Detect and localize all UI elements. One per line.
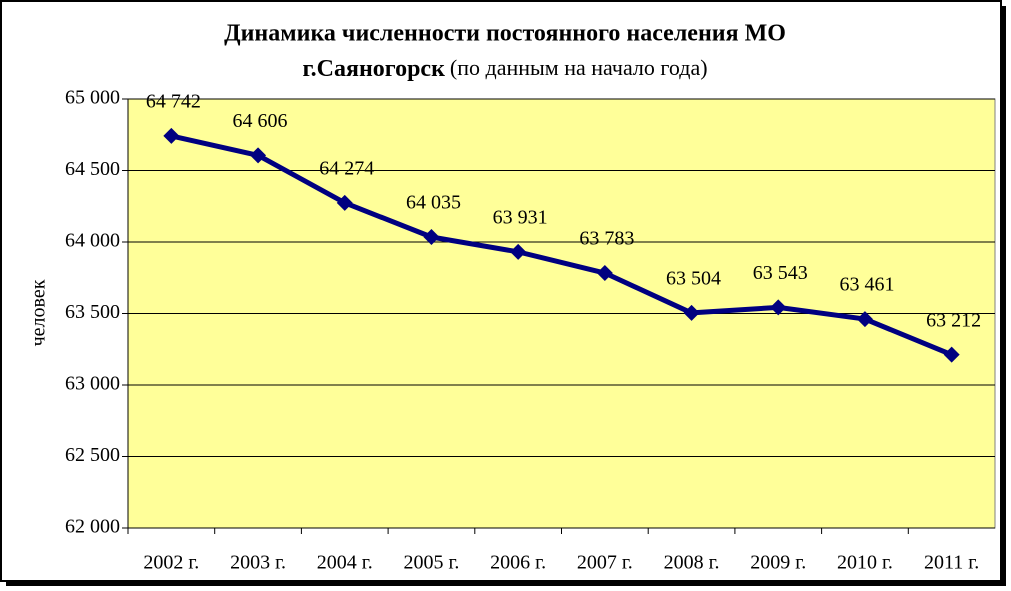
- x-tick-label: 2002 г.: [143, 552, 199, 574]
- x-tick-label: 2003 г.: [230, 552, 286, 574]
- marker: [250, 147, 267, 164]
- y-tick-label: 62 000: [65, 516, 120, 538]
- y-tick-label: 63 000: [65, 373, 120, 395]
- data-label: 63 504: [666, 268, 721, 290]
- marker: [336, 194, 353, 211]
- chart-subtitle: (по данным на начало года): [450, 55, 708, 80]
- y-tick-label: 65 000: [65, 87, 120, 109]
- y-tick-label: 64 500: [65, 158, 120, 180]
- data-label: 64 742: [146, 90, 201, 112]
- marker: [596, 265, 613, 282]
- x-tick-label: 2010 г.: [837, 552, 893, 574]
- marker: [510, 243, 527, 260]
- chart-title-line: г.Саяногорск (по данным на начало года): [302, 55, 707, 81]
- marker: [856, 311, 873, 328]
- marker: [943, 346, 960, 363]
- data-label: 64 274: [319, 157, 374, 179]
- x-tick-label: 2008 г.: [664, 552, 720, 574]
- marker: [163, 127, 180, 144]
- data-label: 64 035: [406, 192, 461, 214]
- chart-title: Динамика численности постоянного населен…: [224, 21, 786, 47]
- y-tick-label: 63 500: [65, 301, 120, 323]
- x-tick-label: 2011 г.: [924, 552, 979, 574]
- y-axis-label: человек: [28, 279, 50, 346]
- x-tick-label: 2006 г.: [490, 552, 546, 574]
- chart-title: г.Саяногорск: [302, 56, 445, 82]
- marker: [683, 304, 700, 321]
- x-tick-label: 2005 г.: [403, 552, 459, 574]
- data-label: 63 931: [493, 206, 548, 228]
- y-tick-label: 64 000: [65, 230, 120, 252]
- data-label: 63 543: [753, 262, 808, 284]
- data-label: 63 783: [579, 228, 634, 250]
- data-label: 63 212: [926, 309, 981, 331]
- marker: [423, 228, 440, 245]
- marker: [770, 299, 787, 316]
- y-tick-label: 62 500: [65, 444, 120, 466]
- x-tick-label: 2007 г.: [577, 552, 633, 574]
- data-label: 63 461: [839, 274, 894, 296]
- line: [170, 133, 953, 357]
- x-tick-label: 2004 г.: [317, 552, 373, 574]
- x-tick-label: 2009 г.: [750, 552, 806, 574]
- data-label: 64 606: [233, 110, 288, 132]
